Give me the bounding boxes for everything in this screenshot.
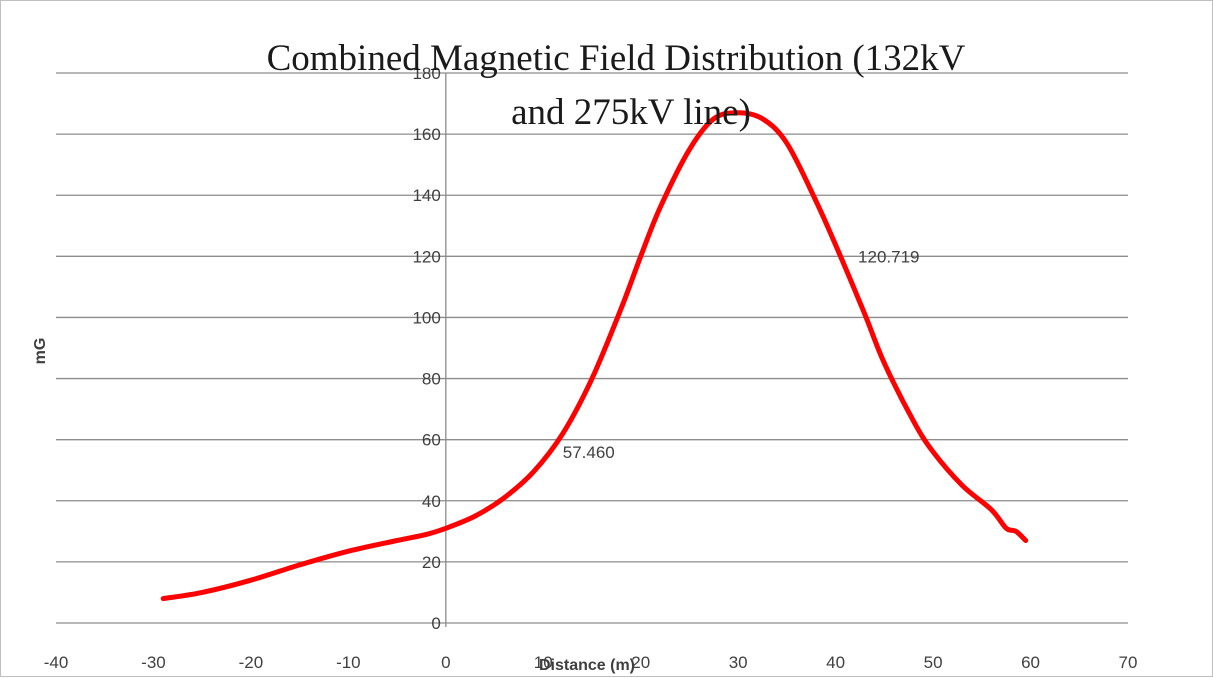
y-tick-label-40: 40 [422, 492, 441, 511]
data-label-1: 57.460 [563, 443, 615, 462]
x-tick-label-60: 60 [1021, 653, 1040, 672]
y-tick-label-180: 180 [412, 64, 440, 83]
y-tick-label-60: 60 [422, 431, 441, 450]
x-tick-label-0: 0 [441, 653, 450, 672]
grid-layer [56, 72, 1128, 624]
chart-title-line-1: Combined Magnetic Field Distribution (13… [267, 38, 966, 79]
x-tick-label-40: 40 [826, 653, 845, 672]
y-tick-label-20: 20 [422, 553, 441, 572]
y-tick-label-120: 120 [412, 247, 440, 266]
y-axis-title: mG [32, 338, 49, 365]
x-axis-title: Distance (m) [539, 657, 635, 674]
x-tick-label-50: 50 [924, 653, 943, 672]
series-layer [160, 110, 1029, 602]
x-tick-label--30: -30 [141, 653, 166, 672]
series-line-0 [160, 110, 1029, 602]
x-tick-label--10: -10 [336, 653, 361, 672]
y-tick-labels: 0 20 40 60 80 100 120 140 160 180 [412, 64, 440, 633]
x-tick-labels: -40 -30 -20 -10 0 10 20 30 40 50 60 70 [44, 653, 1138, 672]
y-tick-label-100: 100 [412, 308, 440, 327]
x-tick-label-20: 20 [631, 653, 650, 672]
y-tick-label-80: 80 [422, 370, 441, 389]
x-tick-label--40: -40 [44, 653, 69, 672]
x-tick-label-10: 10 [534, 653, 553, 672]
x-tick-label-30: 30 [729, 653, 748, 672]
data-labels: 120.719 57.460 [563, 247, 920, 462]
x-tick-label--20: -20 [239, 653, 264, 672]
chart-title-line-2: and 275kV line) [511, 92, 751, 133]
y-tick-label-140: 140 [412, 186, 440, 205]
x-tick-label-70: 70 [1119, 653, 1138, 672]
y-tick-label-160: 160 [412, 125, 440, 144]
y-tick-label-0: 0 [431, 614, 440, 633]
data-label-0: 120.719 [858, 247, 919, 266]
